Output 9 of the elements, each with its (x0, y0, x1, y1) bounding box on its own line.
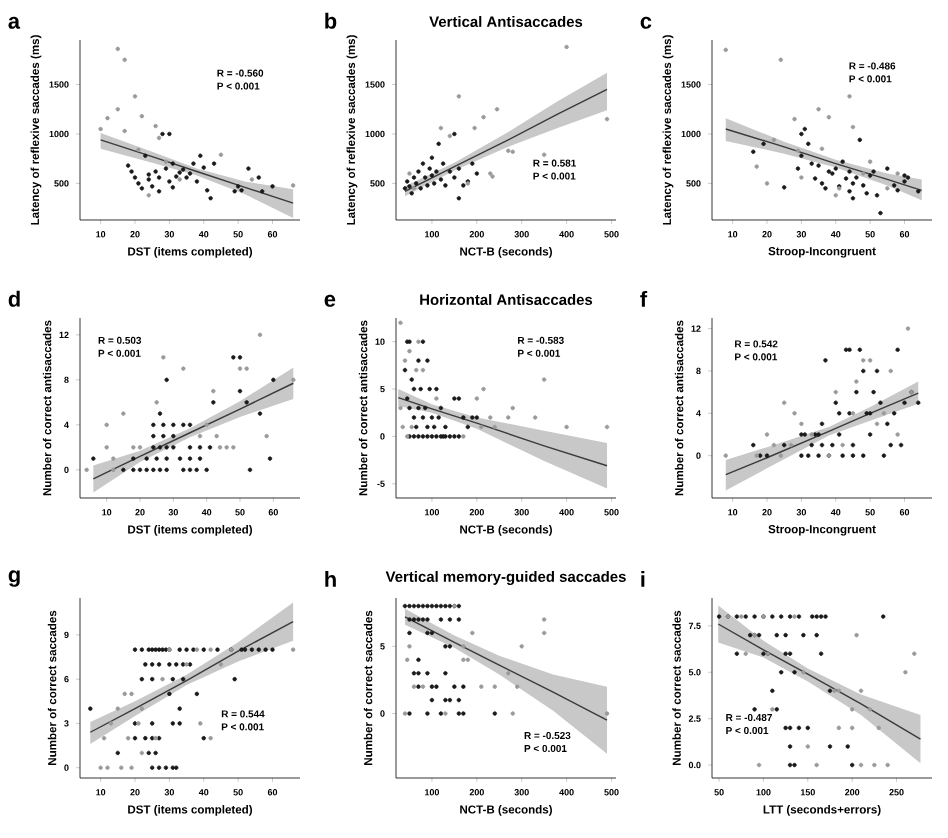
chart-title: d (8, 290, 20, 307)
chart-title: g (8, 570, 20, 587)
chart-title: b (325, 12, 337, 29)
chart-title: f (640, 290, 648, 307)
chart-title: h (325, 570, 336, 587)
chart-title: i (641, 570, 645, 587)
chart-title: c (640, 16, 652, 29)
chart-title: e (324, 294, 336, 307)
chart-title: a (8, 16, 21, 29)
